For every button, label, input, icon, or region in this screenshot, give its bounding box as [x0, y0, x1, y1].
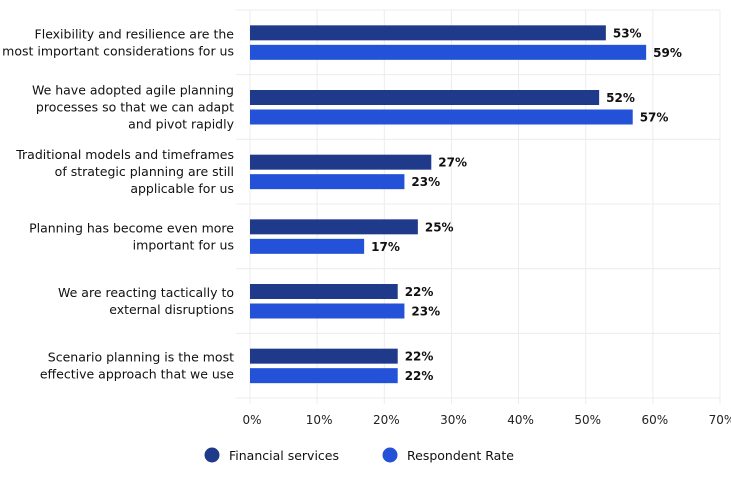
- data-label: 23%: [411, 175, 440, 189]
- category-label: Planning has become even more: [29, 220, 234, 235]
- bar: [250, 238, 365, 254]
- category-label: Flexibility and resilience are the: [35, 26, 235, 41]
- x-tick-label: 50%: [574, 413, 601, 427]
- legend-label: Financial services: [229, 448, 339, 463]
- bar: [250, 174, 405, 190]
- category-label: important for us: [133, 237, 234, 252]
- category-label: Scenario planning is the most: [48, 350, 234, 365]
- bar: [250, 368, 398, 384]
- category-label: external disruptions: [109, 302, 234, 317]
- data-label: 53%: [613, 26, 642, 40]
- category-label: We have adopted agile planning: [32, 83, 234, 98]
- x-tick-label: 20%: [373, 413, 400, 427]
- category-label: effective approach that we use: [40, 367, 234, 382]
- data-label: 59%: [653, 46, 682, 60]
- bar: [250, 109, 633, 125]
- category-label: We are reacting tactically to: [58, 285, 234, 300]
- data-label: 52%: [606, 91, 635, 105]
- category-label: most important considerations for us: [2, 43, 234, 58]
- x-tick-label: 30%: [440, 413, 467, 427]
- bar: [250, 303, 405, 319]
- bar: [250, 219, 418, 235]
- data-label: 27%: [438, 156, 467, 170]
- category-label: processes so that we can adapt: [36, 100, 234, 115]
- data-label: 22%: [405, 369, 434, 383]
- data-label: 17%: [371, 240, 400, 254]
- x-tick-label: 10%: [306, 413, 333, 427]
- x-tick-label: 40%: [507, 413, 534, 427]
- category-label: applicable for us: [130, 181, 234, 196]
- legend-marker: [204, 447, 220, 463]
- legend-marker: [382, 447, 398, 463]
- bar: [250, 348, 398, 364]
- bar: [250, 90, 600, 105]
- category-label: and pivot rapidly: [128, 117, 234, 132]
- bar: [250, 44, 647, 60]
- data-label: 57%: [640, 111, 669, 125]
- data-label: 22%: [405, 350, 434, 364]
- bar: [250, 25, 606, 41]
- data-label: 22%: [405, 285, 434, 299]
- category-label: Traditional models and timeframes: [15, 147, 234, 162]
- data-label: 25%: [425, 220, 454, 234]
- x-tick-label: 0%: [242, 413, 261, 427]
- data-label: 23%: [411, 305, 440, 319]
- category-label: of strategic planning are still: [55, 164, 234, 179]
- bar: [250, 284, 398, 299]
- x-tick-label: 70%: [709, 413, 731, 427]
- x-tick-label: 60%: [642, 413, 669, 427]
- bar: [250, 154, 432, 170]
- legend-label: Respondent Rate: [407, 448, 514, 463]
